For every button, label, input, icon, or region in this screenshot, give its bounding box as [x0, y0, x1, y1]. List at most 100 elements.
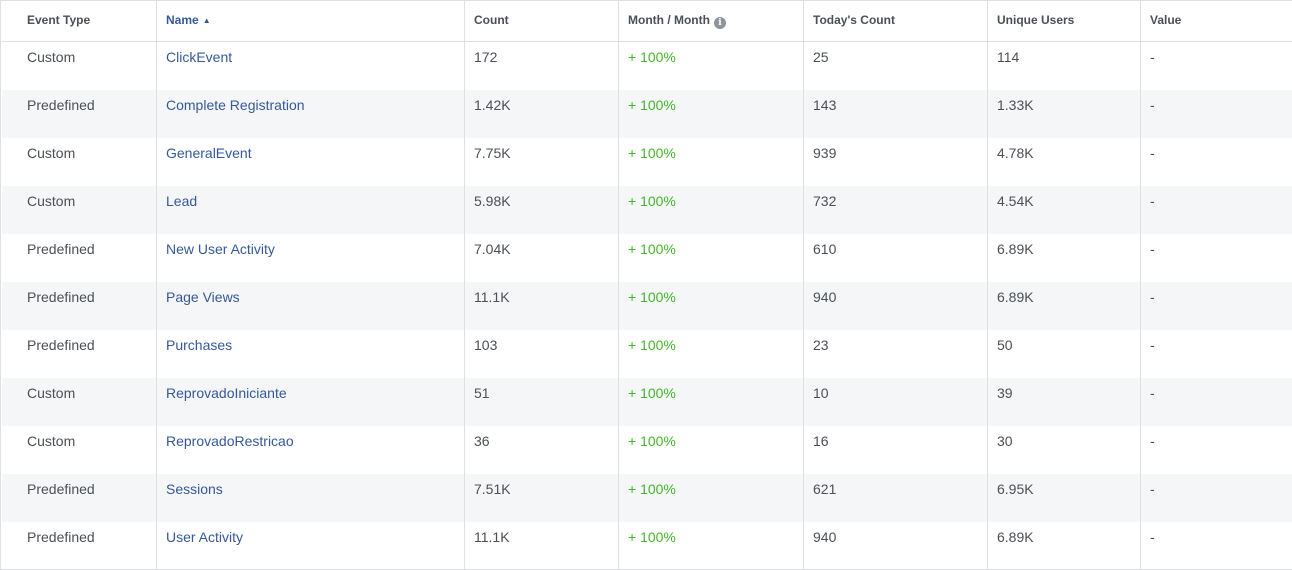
sort-ascending-icon[interactable]: ▲ — [202, 16, 211, 25]
table-row: Custom ReprovadoRestricao 36 + 100% 16 30- — [2, 426, 1292, 474]
cell-event-type: Custom — [27, 145, 76, 161]
column-header-month-month[interactable]: Month / Month i — [618, 1, 803, 41]
table-row: Custom ReprovadoIniciante 51 + 100% 10 39- — [2, 378, 1292, 426]
cell-month-month: + 100% — [618, 42, 803, 90]
cell-unique-users: 1.33K — [987, 90, 1140, 138]
cell-event-type: Custom — [27, 49, 76, 65]
cell-count: 1.42K — [464, 90, 618, 138]
table-row: Predefined User Activity 11.1K + 100% 940 6.8… — [2, 522, 1292, 570]
cell-todays-count: 10 — [803, 378, 987, 426]
cell-month-month: + 100% — [618, 426, 803, 474]
table-header: Event Type Name ▲ Count Month / Month i To… — [2, 1, 1292, 42]
cell-todays-count: 939 — [803, 138, 987, 186]
cell-count: 36 — [464, 426, 618, 474]
cell-month-month: + 100% — [618, 234, 803, 282]
cell-name: GeneralEvent — [156, 138, 464, 186]
cell-value: - — [1140, 378, 1292, 426]
cell-count: 7.51K — [464, 474, 618, 522]
cell-unique-users: 6.95K — [987, 474, 1140, 522]
event-name-link[interactable]: ReprovadoRestricao — [166, 433, 294, 449]
cell-value: - — [1140, 330, 1292, 378]
event-name-link[interactable]: Purchases — [166, 337, 233, 353]
cell-todays-count: 143 — [803, 90, 987, 138]
cell-todays-count: 23 — [803, 330, 987, 378]
event-name-link[interactable]: Complete Registration — [166, 97, 305, 113]
table-row: Custom ClickEvent 172 + 100% 25 114- — [2, 42, 1292, 90]
cell-value: - — [1140, 234, 1292, 282]
event-name-link[interactable]: Sessions — [166, 481, 223, 497]
cell-month-month: + 100% — [618, 378, 803, 426]
table-row: Predefined Purchases 103 + 100% 23 50- — [2, 330, 1292, 378]
cell-todays-count: 621 — [803, 474, 987, 522]
cell-todays-count: 940 — [803, 522, 987, 570]
cell-value: - — [1140, 426, 1292, 474]
table-row: Predefined Page Views 11.1K + 100% 940 6.89K - — [2, 282, 1292, 330]
cell-value: - — [1140, 138, 1292, 186]
cell-month-month: + 100% — [618, 138, 803, 186]
cell-name: Complete Registration — [156, 90, 464, 138]
column-header-todays-count[interactable]: Today's Count — [803, 1, 987, 41]
cell-name: Purchases — [156, 330, 464, 378]
column-header-event-type[interactable]: Event Type — [27, 13, 91, 27]
cell-unique-users: 39 — [987, 378, 1140, 426]
cell-event-type: Custom — [27, 193, 76, 209]
event-name-link[interactable]: ReprovadoIniciante — [166, 385, 287, 401]
cell-name: User Activity — [156, 522, 464, 570]
cell-todays-count: 940 — [803, 282, 987, 330]
cell-event-type: Predefined — [27, 241, 95, 257]
cell-count: 5.98K — [464, 186, 618, 234]
event-name-link[interactable]: New User Activity — [166, 241, 275, 257]
cell-todays-count: 16 — [803, 426, 987, 474]
cell-todays-count: 25 — [803, 42, 987, 90]
cell-month-month: + 100% — [618, 522, 803, 570]
cell-value: - — [1140, 474, 1292, 522]
cell-todays-count: 732 — [803, 186, 987, 234]
cell-value: - — [1140, 42, 1292, 90]
cell-name: ReprovadoIniciante — [156, 378, 464, 426]
cell-unique-users: 6.89K — [987, 522, 1140, 570]
cell-unique-users: 6.89K — [987, 234, 1140, 282]
cell-name: ReprovadoRestricao — [156, 426, 464, 474]
cell-event-type: Predefined — [27, 337, 95, 353]
cell-unique-users: 50 — [987, 330, 1140, 378]
cell-month-month: + 100% — [618, 474, 803, 522]
table-row: Predefined Complete Registration 1.42K + 10… — [2, 90, 1292, 138]
cell-month-month: + 100% — [618, 186, 803, 234]
event-name-link[interactable]: User Activity — [166, 529, 244, 545]
cell-name: Sessions — [156, 474, 464, 522]
cell-event-type: Predefined — [27, 289, 95, 305]
table-row: Predefined Sessions 7.51K + 100% 621 6.95K - — [2, 474, 1292, 522]
cell-unique-users: 30 — [987, 426, 1140, 474]
event-name-link[interactable]: Page Views — [166, 289, 240, 305]
event-name-link[interactable]: GeneralEvent — [166, 145, 252, 161]
info-icon[interactable]: i — [713, 17, 726, 29]
cell-month-month: + 100% — [618, 330, 803, 378]
cell-event-type: Predefined — [27, 529, 95, 545]
cell-unique-users: 6.89K — [987, 282, 1140, 330]
table-row: Custom Lead 5.98K + 100% 732 4.54K - — [2, 186, 1292, 234]
cell-value: - — [1140, 282, 1292, 330]
cell-count: 172 — [464, 42, 618, 90]
column-header-unique-users[interactable]: Unique Users — [987, 1, 1140, 41]
table-row: Predefined New User Activity 7.04K + 100% 61… — [2, 234, 1292, 282]
cell-name: ClickEvent — [156, 42, 464, 90]
column-header-value[interactable]: Value — [1140, 1, 1292, 41]
cell-name: New User Activity — [156, 234, 464, 282]
table-row: Custom GeneralEvent 7.75K + 100% 939 4.78K - — [2, 138, 1292, 186]
cell-value: - — [1140, 186, 1292, 234]
column-header-count[interactable]: Count — [464, 1, 618, 41]
cell-name: Page Views — [156, 282, 464, 330]
event-name-link[interactable]: Lead — [166, 193, 198, 209]
cell-event-type: Custom — [27, 385, 76, 401]
column-header-name[interactable]: Name ▲ — [156, 1, 464, 41]
cell-count: 11.1K — [464, 522, 618, 570]
event-name-link[interactable]: ClickEvent — [166, 49, 233, 65]
cell-count: 103 — [464, 330, 618, 378]
cell-count: 11.1K — [464, 282, 618, 330]
cell-count: 7.04K — [464, 234, 618, 282]
cell-todays-count: 610 — [803, 234, 987, 282]
cell-value: - — [1140, 522, 1292, 570]
cell-unique-users: 4.54K — [987, 186, 1140, 234]
cell-count: 7.75K — [464, 138, 618, 186]
cell-month-month: + 100% — [618, 282, 803, 330]
